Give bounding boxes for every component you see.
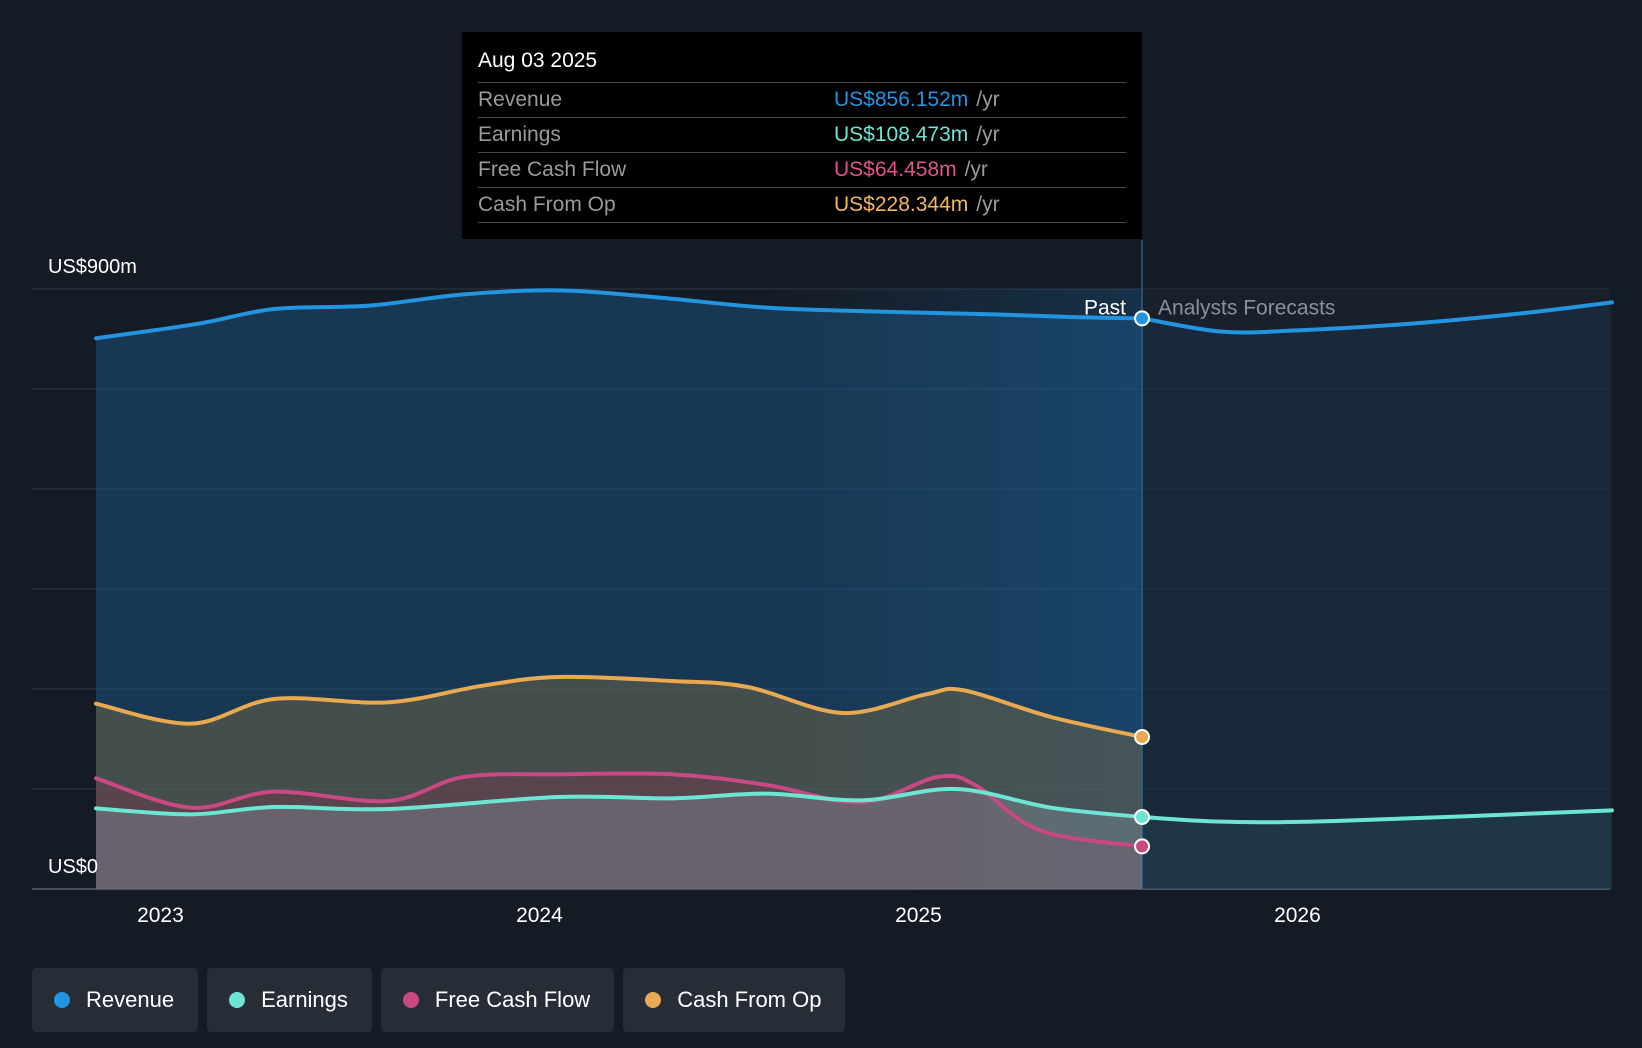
tooltip-value: US$228.344m	[834, 193, 969, 216]
data-tooltip: Aug 03 2025 Revenue US$856.152m /yr Earn…	[462, 32, 1142, 239]
revenue-forecast-line	[1140, 300, 1614, 335]
y-tick-label-min: US$0	[48, 856, 98, 878]
tooltip-unit: /yr	[976, 193, 1000, 216]
tooltip-value: US$64.458m	[834, 158, 957, 181]
revenue-past-area	[96, 290, 1143, 890]
cash-from-op-past-area	[96, 676, 1143, 889]
legend-label: Cash From Op	[677, 987, 822, 1012]
earnings-dot-icon	[229, 992, 246, 1008]
x-tick-label: 2023	[137, 904, 184, 927]
tooltip-unit: /yr	[964, 158, 988, 181]
x-tick-label: 2024	[516, 904, 563, 927]
legend-label: Revenue	[86, 987, 175, 1012]
cash-from-op-past-line	[94, 674, 1145, 739]
forecast-label: Analysts Forecasts	[1158, 296, 1335, 319]
tooltip-label: Free Cash Flow	[478, 158, 627, 181]
tooltip-date: Aug 03 2025	[478, 49, 598, 72]
tooltip-row-revenue: Revenue US$856.152m /yr	[478, 82, 1126, 117]
chart-legend: Revenue Earnings Free Cash Flow Cash Fro…	[32, 968, 846, 1032]
forecast-region	[1142, 289, 1610, 889]
legend-label: Earnings	[261, 987, 348, 1012]
tooltip-unit: /yr	[976, 88, 1000, 111]
revenue-past-line	[94, 288, 1145, 341]
legend-item-earnings[interactable]: Earnings	[207, 968, 372, 1032]
tooltip-unit: /yr	[976, 123, 1000, 146]
tooltip-value: US$108.473m	[834, 123, 969, 146]
earnings-end-point	[1134, 809, 1151, 825]
revenue-forecast-area	[1142, 302, 1612, 889]
revenue-dot-icon	[54, 992, 70, 1008]
cash-from-op-dot-icon	[645, 992, 662, 1008]
free-cash-flow-dot-icon	[402, 992, 419, 1008]
tooltip-row-free-cash-flow: Free Cash Flow US$64.458m /yr	[478, 152, 1126, 187]
past-label: Past	[1084, 296, 1126, 319]
earnings-forecast-line	[1140, 808, 1614, 825]
tooltip-row-earnings: Earnings US$108.473m /yr	[478, 117, 1126, 152]
tooltip-label: Revenue	[478, 88, 563, 111]
free-cash-flow-past-line	[94, 771, 1145, 849]
cash-from-op-end-point	[1134, 729, 1151, 745]
legend-item-free-cash-flow[interactable]: Free Cash Flow	[380, 968, 615, 1032]
earnings-forecast-area	[1142, 810, 1612, 889]
revenue-end-point	[1134, 310, 1151, 327]
legend-item-cash-from-op[interactable]: Cash From Op	[623, 968, 846, 1032]
free-cash-flow-past-area	[96, 773, 1143, 889]
y-tick-label-max: US$900m	[48, 256, 137, 278]
x-tick-label: 2026	[1274, 904, 1321, 927]
tooltip-value: US$856.152m	[834, 88, 969, 111]
legend-item-revenue[interactable]: Revenue	[32, 968, 199, 1032]
tooltip-label: Earnings	[478, 123, 561, 146]
tooltip-row-cash-from-op: Cash From Op US$228.344m /yr	[478, 187, 1126, 223]
earnings-past-area	[96, 788, 1143, 889]
tooltip-label: Cash From Op	[478, 193, 616, 216]
free-cash-flow-end-point	[1134, 838, 1151, 855]
earnings-past-line	[94, 786, 1145, 819]
x-tick-label: 2025	[895, 904, 942, 927]
legend-label: Free Cash Flow	[434, 987, 591, 1012]
